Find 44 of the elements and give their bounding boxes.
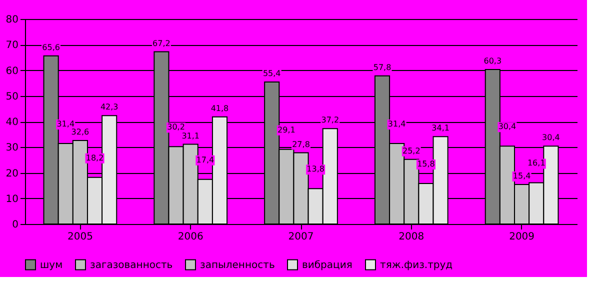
- legend-label: запыленность: [200, 260, 275, 271]
- y-tick-label: 0: [12, 220, 18, 230]
- data-label: 65,6: [42, 42, 60, 52]
- x-tick-label: 2005: [67, 232, 93, 242]
- x-tick-label: 2009: [509, 232, 535, 242]
- data-label: 41,8: [210, 104, 229, 113]
- data-label: 31,4: [388, 120, 406, 129]
- data-label: 13,8: [306, 164, 324, 174]
- data-label: 32,6: [71, 127, 90, 136]
- data-label: 42,3: [100, 102, 118, 112]
- x-tick-label: 2007: [288, 232, 314, 242]
- data-label: 30,4: [542, 133, 560, 142]
- data-label: 67,2: [152, 38, 170, 48]
- y-tick-label: 80: [6, 14, 18, 26]
- x-tick-label: 2006: [178, 232, 204, 242]
- y-tick-label: 60: [6, 66, 18, 77]
- data-label: 17,4: [196, 155, 214, 164]
- y-tick-label: 50: [6, 91, 18, 102]
- y-tick-label: 70: [6, 40, 18, 52]
- data-label: 55,4: [262, 69, 281, 78]
- y-tick-label: 10: [6, 194, 18, 205]
- x-tick-label: 2008: [398, 232, 424, 242]
- data-label: 27,8: [292, 140, 310, 149]
- data-label: 60,3: [484, 56, 502, 66]
- data-label: 31,1: [182, 131, 200, 140]
- data-label: 16,1: [527, 158, 546, 168]
- y-tick-label: 40: [6, 117, 18, 128]
- data-label: 34,1: [432, 124, 450, 133]
- legend-label: тяж.физ.труд: [380, 260, 453, 271]
- legend-label: вибрация: [302, 260, 352, 271]
- data-label: 15,8: [417, 160, 435, 169]
- legend-label: загазованность: [90, 260, 173, 271]
- y-tick-label: 30: [6, 142, 18, 154]
- data-label: 30,2: [167, 122, 185, 132]
- data-label: 25,2: [402, 146, 420, 156]
- data-label: 57,8: [373, 62, 392, 72]
- data-label: 29,1: [278, 125, 296, 134]
- data-label: 15,4: [512, 172, 531, 181]
- data-label: 37,2: [321, 116, 340, 125]
- data-label: 31,4: [56, 120, 75, 129]
- legend-label: шум: [40, 260, 63, 271]
- data-label: 18,2: [86, 153, 104, 162]
- data-label: 30,4: [498, 122, 516, 132]
- y-tick-label: 20: [6, 168, 18, 180]
